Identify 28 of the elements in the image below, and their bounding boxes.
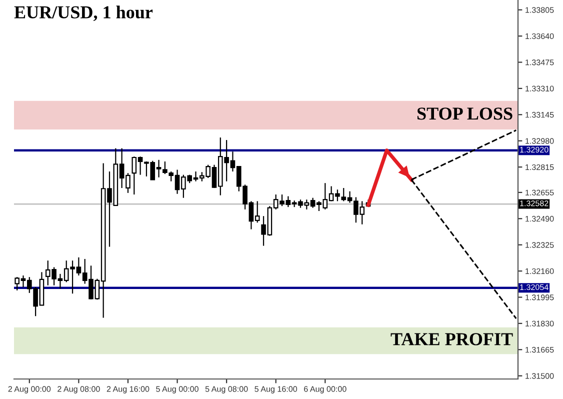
y-tick-label: 1.32490 [526, 216, 554, 222]
y-tick-label: 1.31830 [526, 320, 554, 326]
band-label: STOP LOSS [418, 108, 512, 120]
y-tick-label: 1.31665 [526, 346, 554, 353]
chart-title: EUR/USD, 1 hour [14, 6, 153, 22]
x-tick-label: 5 Aug 00:00 [156, 386, 198, 394]
y-tick-label: 1.33640 [526, 33, 554, 40]
ref-line-label: 1.32920 [520, 146, 548, 153]
band-label: TAKE PROFIT [390, 333, 513, 346]
ref-line-label: 1.32582 [520, 200, 548, 206]
y-tick-label: 1.32160 [526, 268, 554, 274]
ref-line-label: 1.32054 [520, 284, 548, 290]
y-tick-label: 1.33145 [526, 112, 554, 118]
y-tick-label: 1.33805 [526, 7, 554, 13]
y-tick-label: 1.32980 [526, 138, 554, 144]
y-tick-label: 1.33310 [526, 86, 554, 92]
x-tick-label: 2 Aug 08:00 [58, 386, 100, 394]
x-tick-label: 6 Aug 00:00 [304, 386, 346, 394]
y-tick-label: 1.32655 [526, 190, 554, 196]
y-tick-label: 1.32815 [526, 164, 554, 170]
x-tick-label: 5 Aug 16:00 [254, 386, 298, 394]
x-tick-label: 2 Aug 00:00 [8, 386, 51, 394]
y-tick-label: 1.33475 [526, 60, 554, 66]
y-tick-label: 1.32325 [526, 242, 554, 248]
y-tick-label: 1.31995 [526, 294, 554, 300]
x-tick-label: 2 Aug 16:00 [106, 386, 150, 394]
x-tick-label: 5 Aug 08:00 [205, 386, 248, 394]
y-tick-label: 1.31500 [526, 373, 554, 379]
